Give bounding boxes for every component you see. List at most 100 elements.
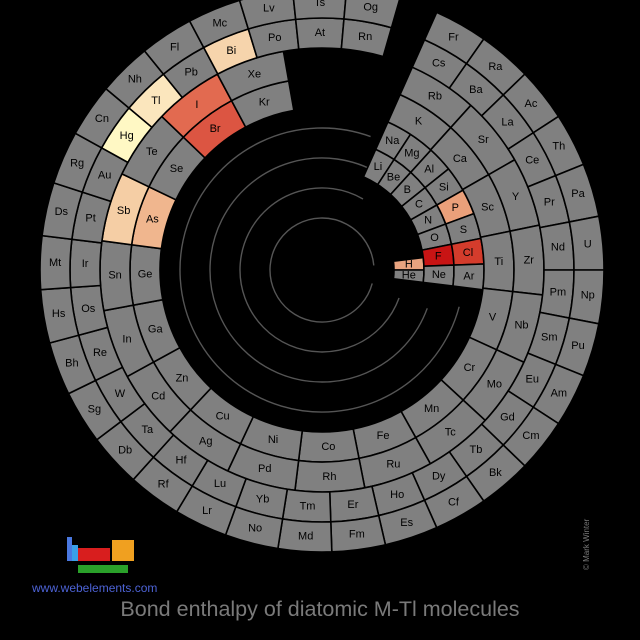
element-symbol-no: No xyxy=(248,522,262,534)
element-symbol-o: O xyxy=(430,232,439,244)
element-symbol-sn: Sn xyxy=(108,269,121,281)
element-symbol-ru: Ru xyxy=(386,458,400,470)
element-symbol-c: C xyxy=(415,198,423,210)
element-symbol-co: Co xyxy=(321,441,335,453)
element-symbol-fr: Fr xyxy=(448,32,459,44)
element-symbol-np: Np xyxy=(581,290,595,302)
element-symbol-as: As xyxy=(146,213,159,225)
element-symbol-bi: Bi xyxy=(226,45,236,57)
element-symbol-u: U xyxy=(584,238,592,250)
element-symbol-lu: Lu xyxy=(214,478,226,490)
element-symbol-rf: Rf xyxy=(158,479,170,491)
element-symbol-cr: Cr xyxy=(464,362,476,374)
element-symbol-ho: Ho xyxy=(390,489,404,501)
element-symbol-mc: Mc xyxy=(212,17,227,29)
element-symbol-hg: Hg xyxy=(120,130,134,142)
element-symbol-sm: Sm xyxy=(541,331,558,343)
element-symbol-nd: Nd xyxy=(551,241,565,253)
element-symbol-pb: Pb xyxy=(184,66,197,78)
element-symbol-ra: Ra xyxy=(488,61,503,73)
element-symbol-pm: Pm xyxy=(550,287,567,299)
element-symbol-md: Md xyxy=(298,531,313,543)
element-symbol-sc: Sc xyxy=(481,201,494,213)
element-symbol-na: Na xyxy=(385,135,400,147)
element-symbol-ge: Ge xyxy=(138,269,153,281)
webelements-logo xyxy=(66,536,138,576)
element-symbol-eu: Eu xyxy=(525,373,538,385)
element-symbol-sg: Sg xyxy=(88,404,101,416)
element-symbol-mt: Mt xyxy=(49,257,61,269)
element-cell-og xyxy=(343,0,401,29)
element-symbol-fe: Fe xyxy=(377,430,390,442)
element-symbol-ds: Ds xyxy=(55,206,69,218)
element-symbol-hs: Hs xyxy=(52,308,66,320)
element-symbol-gd: Gd xyxy=(500,412,515,424)
credit-text: © Mark Winter xyxy=(582,518,591,570)
element-symbol-br: Br xyxy=(210,123,221,135)
element-symbol-bh: Bh xyxy=(65,358,78,370)
element-symbol-pd: Pd xyxy=(258,463,271,475)
element-symbol-cl: Cl xyxy=(463,247,473,259)
element-symbol-cf: Cf xyxy=(448,496,460,508)
element-symbol-y: Y xyxy=(512,191,520,203)
element-symbol-li: Li xyxy=(374,161,383,173)
element-symbol-pr: Pr xyxy=(544,197,555,209)
element-symbol-mo: Mo xyxy=(487,379,502,391)
element-symbol-tb: Tb xyxy=(469,444,482,456)
element-symbol-tl: Tl xyxy=(151,95,160,107)
element-symbol-lv: Lv xyxy=(263,2,275,14)
element-symbol-zn: Zn xyxy=(176,372,189,384)
element-symbol-f: F xyxy=(435,250,442,262)
element-symbol-lr: Lr xyxy=(202,505,212,517)
element-symbol-v: V xyxy=(489,311,497,323)
element-symbol-mn: Mn xyxy=(424,403,439,415)
element-symbol-fm: Fm xyxy=(349,529,365,541)
element-symbol-w: W xyxy=(115,388,126,400)
element-symbol-tm: Tm xyxy=(300,501,316,513)
element-symbol-rg: Rg xyxy=(70,158,84,170)
element-symbol-db: Db xyxy=(118,444,132,456)
spiral-guide xyxy=(269,217,375,323)
element-symbol-tc: Tc xyxy=(445,426,457,438)
element-symbol-cd: Cd xyxy=(151,391,165,403)
element-symbol-pu: Pu xyxy=(571,340,584,352)
element-symbol-am: Am xyxy=(551,387,568,399)
element-symbol-ag: Ag xyxy=(199,435,212,447)
element-symbol-h: H xyxy=(405,259,413,271)
element-symbol-i: I xyxy=(195,99,198,111)
chart-title: Bond enthalpy of diatomic M-Tl molecules xyxy=(120,597,520,621)
element-symbol-ar: Ar xyxy=(463,270,474,282)
element-symbol-rb: Rb xyxy=(428,91,442,103)
element-symbol-th: Th xyxy=(552,141,565,153)
element-symbol-at: At xyxy=(315,27,325,39)
element-symbol-la: La xyxy=(501,116,514,128)
element-symbol-ti: Ti xyxy=(494,256,503,268)
element-symbol-nb: Nb xyxy=(514,319,528,331)
element-symbol-mg: Mg xyxy=(404,148,419,160)
element-symbol-ga: Ga xyxy=(148,323,164,335)
element-symbol-se: Se xyxy=(170,163,183,175)
website-link[interactable]: www.webelements.com xyxy=(32,581,158,595)
element-symbol-cs: Cs xyxy=(432,58,446,70)
element-symbol-he: He xyxy=(402,269,416,281)
element-symbol-yb: Yb xyxy=(256,493,269,505)
element-symbol-og: Og xyxy=(363,1,378,13)
element-symbol-dy: Dy xyxy=(432,470,446,482)
element-symbol-p: P xyxy=(452,202,459,214)
element-symbol-hf: Hf xyxy=(176,455,188,467)
element-symbol-cu: Cu xyxy=(216,410,230,422)
element-symbol-fl: Fl xyxy=(170,41,179,53)
element-symbol-ir: Ir xyxy=(82,258,89,270)
spiral-guide xyxy=(209,157,428,383)
element-symbol-n: N xyxy=(424,215,432,227)
element-symbol-er: Er xyxy=(347,499,358,511)
element-symbol-s: S xyxy=(460,224,467,236)
element-symbol-be: Be xyxy=(387,171,400,183)
element-symbol-b: B xyxy=(404,184,411,196)
element-symbol-cn: Cn xyxy=(95,113,109,125)
element-symbol-kr: Kr xyxy=(259,97,270,109)
element-symbol-po: Po xyxy=(268,32,281,44)
element-symbol-rh: Rh xyxy=(322,471,336,483)
